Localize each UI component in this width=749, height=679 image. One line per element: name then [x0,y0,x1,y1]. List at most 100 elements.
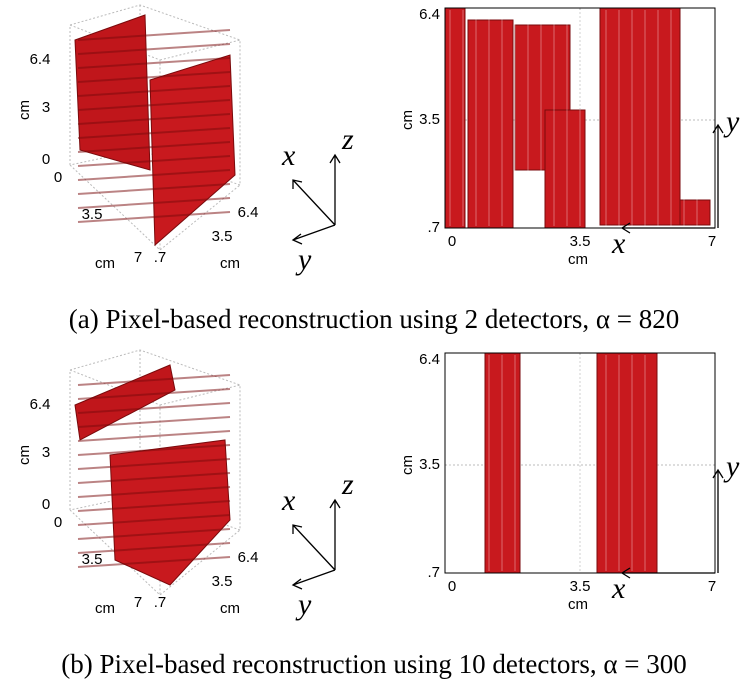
y-tick-label: .7 [154,249,167,266]
stripe [77,43,231,55]
z-tick-label: 3 [42,99,50,116]
x2d-tick-label: 3.5 [570,233,591,250]
band [444,7,466,229]
plot-border [444,352,716,574]
stripe [77,444,231,456]
axis-arrows [620,123,724,234]
axis-y: y [295,588,312,621]
x2d-tick-label: 3.5 [570,578,591,595]
x-tick-label: 7 [134,594,142,611]
axis-y: y [295,243,312,276]
x2d-tick-label: 0 [448,233,456,250]
x-tick-label: 7 [134,249,142,266]
y-unit: cm [220,255,240,272]
x-tick-label: 0 [54,169,62,186]
z-tick-label: 3 [42,444,50,461]
caption: (a) Pixel-based reconstruction using 2 d… [69,304,679,334]
z-tick-label: 6.4 [30,51,51,68]
band [596,352,658,574]
axis-y-2d: y [723,105,740,138]
reconstruction-2d [444,7,711,229]
y-unit: cm [220,600,240,617]
stripe [77,169,231,181]
band [544,109,586,229]
axis-z: z [341,123,354,156]
y-tick-label: 3.5 [212,228,233,245]
y-tick-label: 3.5 [212,573,233,590]
stripe [77,486,231,498]
axis-z: z [341,468,354,501]
y2d-unit: cm [399,110,416,130]
z-tick-label: 6.4 [30,396,51,413]
y-tick-label: .7 [154,594,167,611]
stripe [77,458,231,470]
y-tick-label: 6.4 [238,204,259,221]
stripe [77,127,231,139]
stripe [77,388,231,400]
x-unit: cm [95,600,115,617]
band [679,199,711,226]
axis-x: x [281,484,296,517]
z-tick-label: 0 [42,151,50,168]
reconstruction-3d [74,364,231,586]
stripe [77,500,231,512]
x-tick-label: 0 [54,514,62,531]
stripe [77,183,231,195]
stripe [77,141,231,153]
axis-x-2d: x [611,572,626,605]
y-tick-label: 6.4 [238,549,259,566]
y2d-tick-label: 3.5 [419,111,440,128]
stripe [77,85,231,97]
band [467,19,514,229]
reconstruction-2d [449,352,698,574]
y2d-tick-label: .7 [427,219,440,236]
x2d-tick-label: 0 [448,578,456,595]
stripe [77,29,231,41]
stripe [77,99,231,111]
x2d-tick-label: 7 [708,233,716,250]
blob [74,364,176,441]
y2d-unit: cm [399,455,416,475]
y2d-tick-label: 3.5 [419,456,440,473]
stripe [77,211,231,223]
x-tick-label: 3.5 [82,206,103,223]
axis-arrows [620,468,724,579]
stripe [77,528,231,540]
x2d-unit: cm [568,596,588,613]
stripe [77,71,231,83]
axes-glyph [291,498,341,590]
x-unit: cm [95,255,115,272]
stripe [77,155,231,167]
stripe [77,374,231,386]
wireframe [69,349,241,596]
y2d-tick-label: 6.4 [419,351,440,368]
x-tick-label: 3.5 [82,551,103,568]
axis-y-2d: y [723,450,740,483]
wireframe [69,4,241,251]
axes-glyph [291,153,341,245]
x2d-tick-label: 7 [708,578,716,595]
axis-x-2d: x [611,227,626,260]
z-tick-label: 0 [42,496,50,513]
axis-x: x [281,139,296,172]
z-unit: cm [16,445,33,465]
stripe [77,113,231,125]
x2d-unit: cm [568,251,588,268]
band [599,7,681,226]
stripe [77,556,231,568]
y2d-tick-label: 6.4 [419,6,440,23]
stripe [77,416,231,428]
y2d-tick-label: .7 [427,564,440,581]
stripe [77,197,231,209]
stripe [77,402,231,414]
stripe [77,57,231,69]
stripe [77,542,231,554]
stripe [77,472,231,484]
stripe [77,514,231,526]
caption: (b) Pixel-based reconstruction using 10 … [61,649,686,679]
reconstruction-3d [74,14,236,247]
plot-border [444,7,716,229]
